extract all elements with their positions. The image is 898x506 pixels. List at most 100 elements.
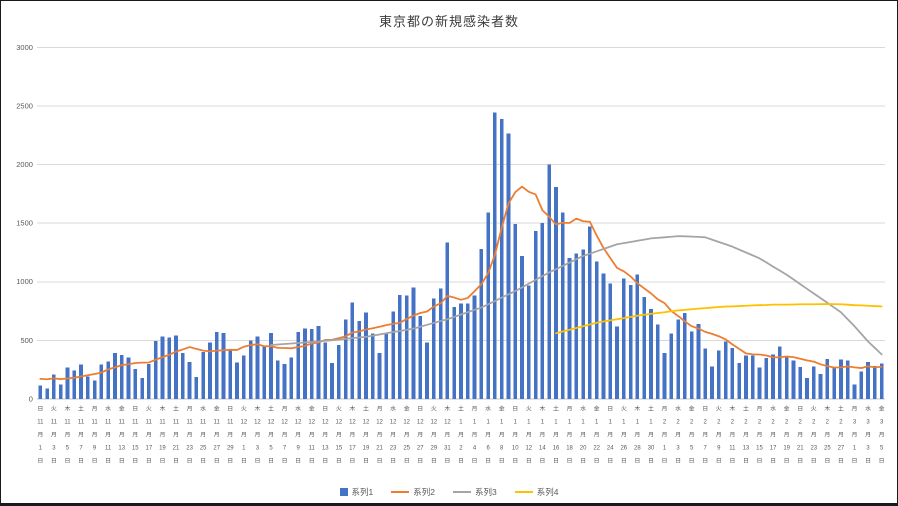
x-axis-label: 月 1 月 18 日 xyxy=(566,406,573,465)
bar xyxy=(825,359,830,399)
bar xyxy=(167,337,172,399)
bar xyxy=(757,367,762,399)
legend: 系列1 系列2 系列3 系列4 xyxy=(1,486,897,498)
bar xyxy=(113,352,117,399)
bar xyxy=(710,366,714,399)
bar xyxy=(350,302,355,399)
legend-item-series4[interactable]: 系列4 xyxy=(514,486,558,498)
bar xyxy=(744,355,748,399)
bar xyxy=(255,336,260,399)
x-axis-label: 土 11 月 7 日 xyxy=(78,405,85,465)
legend-item-series1[interactable]: 系列1 xyxy=(339,486,373,498)
x-axis-label: 月 12 月 21 日 xyxy=(376,406,383,465)
bar xyxy=(418,315,423,399)
bar xyxy=(296,331,300,399)
bar xyxy=(52,374,56,399)
legend-label-series2: 系列2 xyxy=(413,487,435,497)
bar xyxy=(85,376,90,399)
x-axis-label: 水 11 月 25 日 xyxy=(200,405,207,465)
x-axis-label: 日 1 月 24 日 xyxy=(607,406,614,465)
bar xyxy=(554,187,558,399)
bar xyxy=(649,308,653,399)
bar xyxy=(642,297,646,399)
系列3-line xyxy=(270,235,883,356)
bar xyxy=(79,364,83,399)
bar xyxy=(180,353,185,399)
bar xyxy=(119,355,124,399)
bar xyxy=(343,319,348,399)
bar xyxy=(337,344,341,399)
bar xyxy=(655,324,660,399)
x-axis-label: 木 12 月 17 日 xyxy=(349,405,356,465)
chart-title: 東京都の新規感染者数 xyxy=(378,14,519,29)
bar xyxy=(459,303,463,399)
legend-item-series3[interactable]: 系列3 xyxy=(453,486,497,498)
bar xyxy=(526,285,531,399)
bar xyxy=(452,307,457,399)
series4-line-marker-icon xyxy=(514,491,533,493)
bar xyxy=(330,363,334,399)
bar xyxy=(445,242,450,399)
x-axis-label: 木 2 月 25 日 xyxy=(824,405,831,465)
bar xyxy=(221,333,226,399)
bar xyxy=(303,328,307,399)
bar xyxy=(669,333,674,399)
x-axis-label: 木 12 月 3 日 xyxy=(254,405,261,465)
bar xyxy=(99,364,104,399)
x-axis-label: 土 2 月 27 日 xyxy=(838,405,845,465)
bar xyxy=(147,363,151,399)
bar xyxy=(106,361,110,399)
bar xyxy=(404,295,409,399)
x-axis-label: 土 11 月 21 日 xyxy=(173,405,180,465)
bar xyxy=(499,118,504,399)
x-axis-label: 金 11 月 13 日 xyxy=(118,405,125,465)
bar xyxy=(683,312,687,399)
x-axis-label: 土 1 月 30 日 xyxy=(648,405,655,465)
series1-bar-marker-icon xyxy=(339,488,348,496)
bar xyxy=(866,361,870,399)
bar xyxy=(92,380,97,399)
bar xyxy=(65,367,70,399)
bar xyxy=(432,298,436,399)
bar xyxy=(289,357,294,399)
bar xyxy=(45,388,49,399)
x-axis-label: 日 12 月 27 日 xyxy=(417,406,424,465)
bar xyxy=(533,231,538,399)
bar xyxy=(588,226,592,399)
series3-line-marker-icon xyxy=(453,491,471,493)
bar xyxy=(275,360,280,399)
bar xyxy=(879,363,884,399)
bar xyxy=(72,370,77,399)
bar xyxy=(248,340,253,399)
bar xyxy=(377,352,382,399)
bar xyxy=(282,363,287,399)
x-axis-label: 火 1 月 12 日 xyxy=(525,406,532,465)
x-axis-label: 金 2 月 19 日 xyxy=(783,405,790,465)
bar xyxy=(581,249,585,399)
legend-item-series2[interactable]: 系列2 xyxy=(391,486,435,498)
bar xyxy=(208,342,212,399)
x-axis-label: 水 2 月 17 日 xyxy=(770,405,777,465)
x-axis-label: 日 11 月 1 日 xyxy=(37,406,44,465)
bar xyxy=(391,311,395,399)
y-axis-label: 500 xyxy=(20,336,32,345)
x-axis-label: 月 11 月 9 日 xyxy=(91,406,98,465)
bar xyxy=(716,350,721,399)
bar xyxy=(465,303,470,399)
bar xyxy=(615,326,619,399)
bar xyxy=(723,341,728,399)
bar xyxy=(398,294,402,399)
bar xyxy=(438,288,443,399)
bar xyxy=(194,377,199,399)
bar xyxy=(560,212,565,399)
bar xyxy=(818,373,823,399)
bar xyxy=(696,324,701,399)
